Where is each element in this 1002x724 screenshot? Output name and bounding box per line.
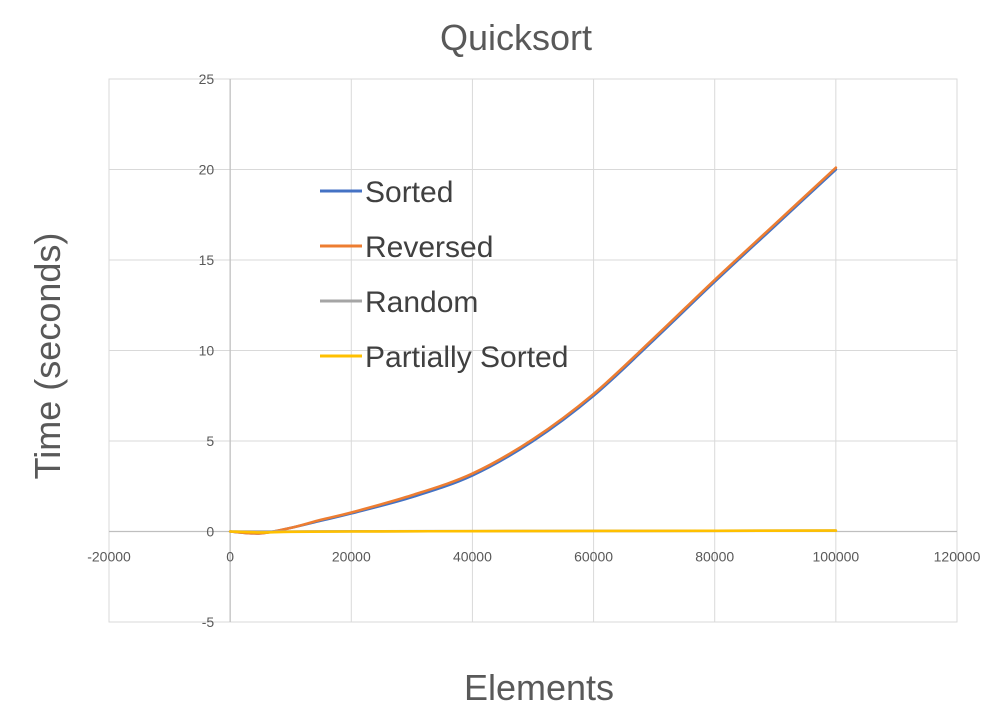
legend-label-sorted: Sorted <box>365 176 453 209</box>
y-tick-label: 5 <box>206 433 214 449</box>
x-tick-label: 40000 <box>453 549 492 565</box>
y-axis-title: Time (seconds) <box>27 233 68 480</box>
chart-title: Quicksort <box>440 17 592 58</box>
legend-label-reversed: Reversed <box>365 231 493 264</box>
y-tick-label: 25 <box>199 71 215 87</box>
x-tick-label: 120000 <box>934 549 981 565</box>
tick-labels: -20000 0 20000 40000 60000 80000 100000 120000 -… <box>87 71 980 630</box>
x-tick-label: 0 <box>226 549 234 565</box>
series-line-partially-sorted <box>228 529 838 534</box>
x-tick-label: 100000 <box>812 549 859 565</box>
y-tick-label: 20 <box>199 162 215 178</box>
x-axis-title: Elements <box>464 667 614 708</box>
series-line-reversed <box>228 166 838 535</box>
legend: Sorted Reversed Random Partially Sorted <box>320 176 568 374</box>
legend-label-partially-sorted: Partially Sorted <box>365 341 568 374</box>
legend-label-random: Random <box>365 286 478 319</box>
x-tick-label: 60000 <box>574 549 613 565</box>
y-tick-label: -5 <box>202 614 215 630</box>
x-tick-label: 80000 <box>695 549 734 565</box>
y-tick-label: 15 <box>199 252 215 268</box>
series-lines <box>228 166 838 535</box>
y-tick-label: 10 <box>199 343 215 359</box>
x-tick-label: 20000 <box>332 549 371 565</box>
y-tick-label: 0 <box>206 524 214 540</box>
x-tick-label: -20000 <box>87 549 131 565</box>
